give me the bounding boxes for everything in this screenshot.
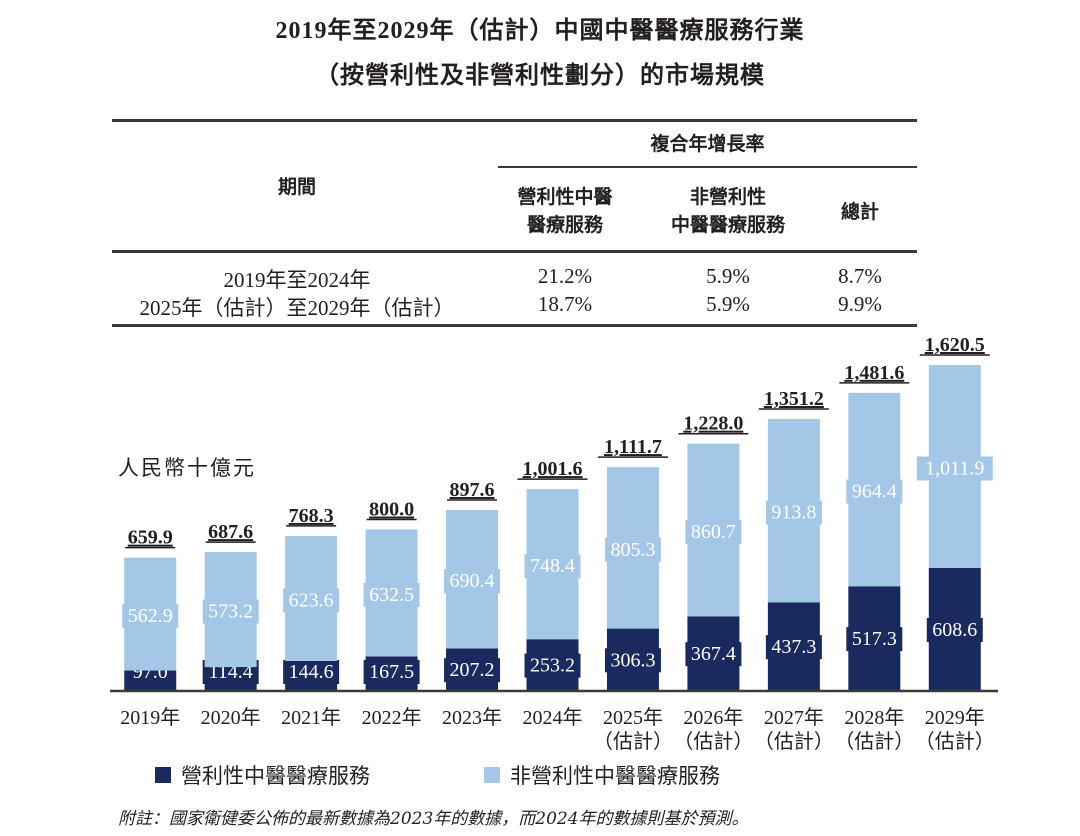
x-tick-label: 2022年 bbox=[362, 706, 422, 729]
value-label-bg-non-profit bbox=[283, 588, 340, 613]
total-label: 1,351.2 bbox=[764, 388, 824, 410]
value-label-bg-for-profit bbox=[685, 642, 742, 667]
value-label-bg-non-profit bbox=[604, 537, 661, 562]
value-label-for-profit: 367.4 bbox=[691, 643, 736, 665]
value-label-non-profit: 860.7 bbox=[691, 521, 736, 543]
chart-title-line2: （按營利性及非營利性劃分）的市場規模 bbox=[315, 63, 765, 89]
col-non-profit-header-l2: 中醫醫療服務 bbox=[670, 214, 785, 236]
value-label-for-profit: 608.6 bbox=[932, 619, 977, 641]
col-for-profit-header: 營利性中醫 醫療服務 bbox=[490, 183, 640, 239]
total-label: 1,228.0 bbox=[683, 413, 743, 435]
value-label-bg-for-profit bbox=[524, 653, 581, 678]
value-label-bg-for-profit bbox=[363, 660, 420, 684]
x-tick-label: 2027年 bbox=[764, 706, 824, 729]
x-tick-label: 2029年 bbox=[925, 706, 985, 729]
value-label-for-profit: 253.2 bbox=[530, 655, 575, 677]
row-period: 2025年（估計）至2029年（估計） bbox=[139, 296, 455, 320]
legend-swatch-for-profit bbox=[155, 767, 171, 783]
legend-item-non-profit: 非營利性中醫醫療服務 bbox=[484, 760, 720, 790]
value-label-bg-for-profit bbox=[444, 658, 501, 683]
value-label-for-profit: 437.3 bbox=[771, 636, 816, 658]
row-non-profit: 5.9% bbox=[706, 292, 750, 316]
row-total: 9.9% bbox=[838, 292, 882, 316]
x-tick-label: 2020年 bbox=[201, 706, 261, 729]
x-tick-sublabel: （估計） bbox=[834, 730, 914, 753]
total-label: 659.9 bbox=[128, 527, 173, 549]
row-for-profit: 21.2% bbox=[537, 264, 593, 288]
row-total: 8.7% bbox=[838, 264, 882, 288]
x-tick-label: 2023年 bbox=[442, 706, 502, 729]
value-label-bg-non-profit bbox=[524, 554, 581, 579]
total-label: 1,111.7 bbox=[604, 436, 662, 458]
row-non-profit: 5.9% bbox=[706, 264, 750, 288]
chart-title-line1: 2019年至2029年（估計）中國中醫醫療服務行業 bbox=[275, 18, 805, 44]
value-label-bg-non-profit bbox=[122, 604, 179, 629]
x-tick-label: 2019年 bbox=[120, 706, 180, 729]
value-label-bg-non-profit bbox=[685, 520, 742, 545]
x-tick-label: 2028年 bbox=[844, 706, 904, 729]
x-tick-sublabel: （估計） bbox=[593, 730, 673, 753]
total-label: 897.6 bbox=[450, 479, 495, 501]
total-label: 1,481.6 bbox=[844, 362, 904, 384]
value-label-bg-non-profit bbox=[202, 599, 259, 624]
value-label-bg-for-profit bbox=[846, 627, 903, 652]
value-label-bg-for-profit bbox=[926, 617, 983, 642]
total-label: 768.3 bbox=[289, 505, 334, 527]
value-label-non-profit: 748.4 bbox=[530, 555, 575, 577]
x-tick-label: 2024年 bbox=[523, 706, 583, 729]
col-non-profit-header-l1: 非營利性 bbox=[689, 186, 766, 208]
x-tick-label: 2021年 bbox=[281, 706, 341, 729]
value-label-non-profit: 573.2 bbox=[208, 601, 253, 623]
legend-item-for-profit: 營利性中醫醫療服務 bbox=[155, 760, 370, 790]
x-tick-sublabel: （估計） bbox=[915, 730, 995, 753]
legend-label-for-profit: 營利性中醫醫療服務 bbox=[181, 764, 370, 788]
table-group-rule bbox=[498, 166, 917, 168]
value-label-for-profit: 144.6 bbox=[289, 661, 334, 683]
row-period: 2019年至2024年 bbox=[223, 268, 371, 292]
value-label-bg-non-profit bbox=[765, 500, 822, 525]
value-label-non-profit: 964.4 bbox=[852, 481, 897, 503]
value-label-non-profit: 562.9 bbox=[128, 605, 173, 627]
legend-swatch-non-profit bbox=[484, 767, 500, 783]
footnote: 附註：國家衛健委公佈的最新數據為2023年的數據，而2024年的數據則基於預測。 bbox=[118, 809, 749, 829]
value-label-non-profit: 632.5 bbox=[369, 584, 414, 606]
total-label: 687.6 bbox=[208, 521, 253, 543]
value-label-bg-for-profit bbox=[283, 660, 340, 684]
value-label-for-profit: 167.5 bbox=[369, 661, 414, 683]
value-label-non-profit: 623.6 bbox=[289, 589, 334, 611]
value-label-bg-non-profit bbox=[916, 456, 993, 481]
x-tick-label: 2025年 bbox=[603, 706, 663, 729]
value-label-for-profit: 306.3 bbox=[610, 649, 655, 671]
value-label-bg-for-profit bbox=[604, 648, 661, 673]
value-label-for-profit: 207.2 bbox=[450, 659, 495, 681]
col-non-profit-header: 非營利性 中醫醫療服務 bbox=[648, 183, 808, 239]
total-label: 800.0 bbox=[369, 499, 414, 521]
y-unit-label: 人民幣十億元 bbox=[118, 456, 256, 480]
value-label-bg-non-profit bbox=[846, 479, 903, 504]
legend-label-non-profit: 非營利性中醫醫療服務 bbox=[510, 764, 720, 788]
table-header-rule bbox=[112, 250, 917, 253]
x-tick-sublabel: （估計） bbox=[754, 730, 834, 753]
value-label-non-profit: 690.4 bbox=[450, 570, 495, 592]
table-bottom-rule bbox=[112, 324, 917, 327]
col-for-profit-header-l1: 營利性中醫 bbox=[517, 186, 613, 208]
x-tick-label: 2026年 bbox=[683, 706, 743, 729]
row-for-profit: 18.7% bbox=[537, 292, 593, 316]
cagr-group-header: 複合年增長率 bbox=[650, 133, 765, 155]
table-top-rule bbox=[112, 119, 917, 122]
value-label-non-profit: 913.8 bbox=[771, 502, 816, 524]
value-label-non-profit: 805.3 bbox=[610, 539, 655, 561]
period-header: 期間 bbox=[277, 176, 316, 198]
value-label-non-profit: 1,011.9 bbox=[925, 457, 984, 479]
x-tick-sublabel: （估計） bbox=[673, 730, 753, 753]
total-label: 1,001.6 bbox=[523, 458, 583, 480]
col-total-header: 總計 bbox=[840, 201, 879, 223]
value-label-bg-non-profit bbox=[444, 569, 501, 594]
value-label-bg-non-profit bbox=[363, 582, 420, 607]
total-label: 1,620.5 bbox=[925, 334, 985, 356]
stacked-bar-chart: 97.0562.9659.92019年114.4573.2687.62020年1… bbox=[110, 334, 998, 753]
value-label-bg-for-profit bbox=[765, 635, 822, 660]
value-label-for-profit: 517.3 bbox=[852, 628, 897, 650]
col-for-profit-header-l2: 醫療服務 bbox=[526, 214, 603, 236]
